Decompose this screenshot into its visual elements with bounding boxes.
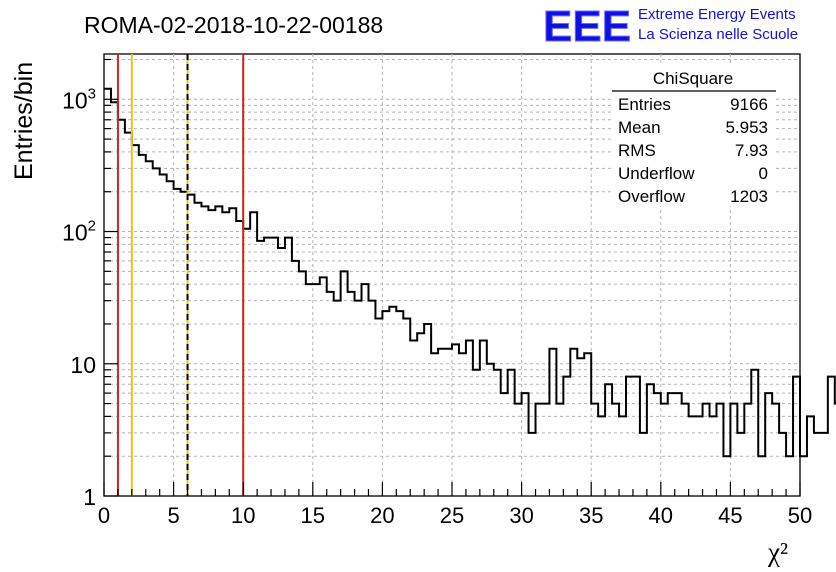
histogram-outline <box>104 87 836 458</box>
eee-logo: EEE <box>543 2 631 51</box>
x-tick-label: 50 <box>788 503 812 528</box>
stats-value: 0 <box>759 164 768 183</box>
y-tick-label: 1 <box>83 484 96 510</box>
threshold-lines <box>116 54 245 496</box>
histogram <box>104 87 836 458</box>
stats-title: ChiSquare <box>653 69 733 88</box>
stats-value: 5.953 <box>725 118 768 137</box>
stats-label: Overflow <box>618 187 686 206</box>
x-tick-label: 30 <box>509 503 533 528</box>
stats-value: 9166 <box>730 95 768 114</box>
x-tick-label: 10 <box>231 503 255 528</box>
y-tick-labels: 1 10 102 103 <box>62 85 96 510</box>
stats-value: 7.93 <box>735 141 768 160</box>
grid-lines <box>104 54 800 496</box>
axis-ticks <box>103 58 801 497</box>
stats-label: Underflow <box>618 164 695 183</box>
stats-label: Entries <box>618 95 671 114</box>
y-tick-label: 102 <box>62 218 96 246</box>
x-axis-label: χ² <box>767 537 788 567</box>
stats-label: RMS <box>618 141 656 160</box>
run-title: ROMA-02-2018-10-22-00188 <box>84 12 383 38</box>
y-tick-label: 103 <box>62 85 96 113</box>
y-axis-label: Entries/bin <box>10 62 38 180</box>
stats-value: 1203 <box>730 187 768 206</box>
x-tick-label: 45 <box>718 503 742 528</box>
logo-line-1: Extreme Energy Events <box>638 6 796 23</box>
x-tick-label: 0 <box>98 503 110 528</box>
y-tick-label: 10 <box>70 352 96 378</box>
x-tick-label: 40 <box>649 503 673 528</box>
x-tick-label: 15 <box>301 503 325 528</box>
stats-box: ChiSquare Entries 9166 Mean 5.953 RMS 7.93 Und… <box>612 66 776 206</box>
stats-label: Mean <box>618 118 661 137</box>
x-tick-label: 5 <box>167 503 179 528</box>
x-tick-label: 35 <box>579 503 603 528</box>
x-tick-labels: 0 5 10 15 20 25 30 35 40 45 50 <box>98 503 812 528</box>
logo-line-2: La Scienza nelle Scuole <box>638 26 798 43</box>
x-tick-label: 20 <box>370 503 394 528</box>
x-tick-label: 25 <box>440 503 464 528</box>
